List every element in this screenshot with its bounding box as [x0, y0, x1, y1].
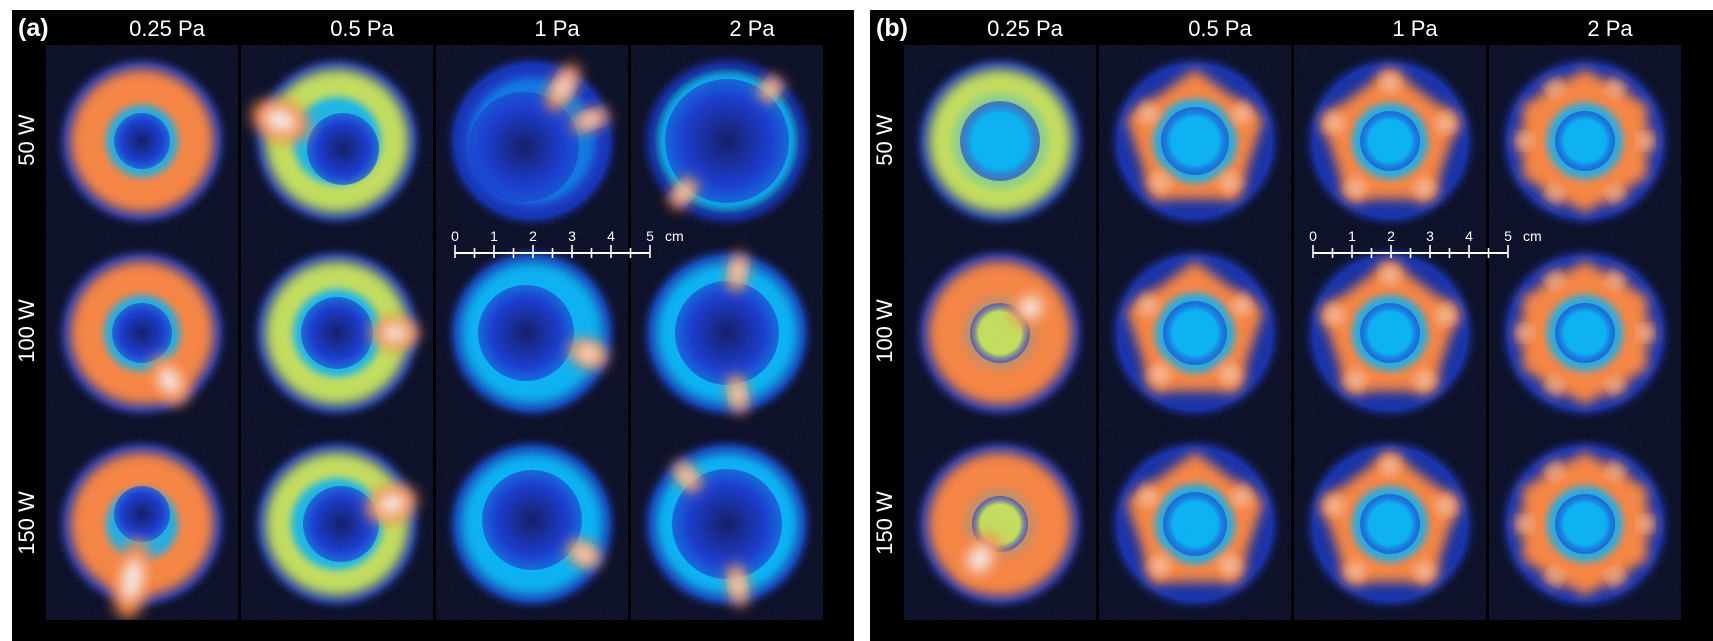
panel-b-row-label-1: 50 W — [872, 114, 897, 166]
panel-b: (b) 0.25 Pa 0.5 Pa 1 Pa 2 Pa 50 W 100 W … — [870, 10, 1713, 641]
panel-a-image-r2-c2 — [241, 237, 433, 429]
panel-a-letter: (a) — [18, 14, 49, 42]
panel-a-image-r3-c3 — [436, 428, 628, 620]
panel-b-row-label-2: 100 W — [872, 299, 897, 363]
panel-b-col-label-3: 1 Pa — [1392, 16, 1438, 41]
panel-a-row-label-1: 50 W — [14, 114, 39, 166]
panel-a-row-label-3: 150 W — [14, 491, 39, 555]
panel-b-image-r2-c1 — [904, 237, 1096, 429]
panel-b-image-r1-c3 — [1294, 45, 1486, 237]
scale-tick-label-5: 5 — [1504, 228, 1512, 244]
panel-b-col-label-1: 0.25 Pa — [987, 16, 1063, 41]
panel-b-image-r1-c1 — [904, 45, 1096, 237]
panel-a-col-label-3: 1 Pa — [534, 16, 580, 41]
panel-a-col-label-4: 2 Pa — [729, 16, 775, 41]
panel-b-image-r2-c4 — [1489, 237, 1681, 429]
panel-b-image-r2-c3 — [1294, 237, 1486, 429]
panel-a-image-r3-c1 — [46, 428, 238, 620]
panel-b-image-r3-c2 — [1099, 428, 1291, 620]
panel-b-image-r1-c4 — [1489, 45, 1681, 237]
scale-tick-label-0: 0 — [451, 228, 459, 244]
panel-b-col-label-4: 2 Pa — [1587, 16, 1633, 41]
panel-b-scale-bar: 0 1 2 3 4 5 cm — [1305, 225, 1542, 265]
scale-tick-label-2: 2 — [529, 228, 537, 244]
scale-unit-label: cm — [1523, 228, 1542, 244]
scale-tick-label-0: 0 — [1309, 228, 1317, 244]
scale-tick-label-4: 4 — [607, 228, 615, 244]
panel-b-image-r3-c3 — [1294, 428, 1486, 620]
panel-a-image-r1-c4 — [631, 45, 823, 237]
panel-a-scale-bar: 0 1 2 3 4 5 cm — [447, 225, 684, 265]
scale-tick-label-4: 4 — [1465, 228, 1473, 244]
panel-b-col-label-2: 0.5 Pa — [1188, 16, 1252, 41]
panel-a-image-r3-c2 — [241, 428, 433, 620]
panel-a-image-r1-c2 — [241, 45, 433, 237]
panel-b-image-r2-c2 — [1099, 237, 1291, 429]
panel-a-image-r1-c1 — [46, 45, 238, 237]
scale-tick-label-5: 5 — [646, 228, 654, 244]
panel-b-image-r1-c2 — [1099, 45, 1291, 237]
scale-tick-label-3: 3 — [1426, 228, 1434, 244]
scale-tick-label-2: 2 — [1387, 228, 1395, 244]
scale-tick-label-3: 3 — [568, 228, 576, 244]
panel-a-image-r2-c1 — [46, 237, 238, 429]
panel-a-image-r1-c3 — [436, 45, 628, 237]
panel-a-row-label-2: 100 W — [14, 299, 39, 363]
panel-a: (a) 0.25 Pa 0.5 Pa 1 Pa 2 Pa 50 W 100 W … — [12, 10, 854, 641]
panel-b-row-label-3: 150 W — [872, 491, 897, 555]
panel-a-col-label-1: 0.25 Pa — [129, 16, 205, 41]
panel-b-image-r3-c1 — [904, 428, 1096, 620]
panel-a-image-r2-c3 — [436, 237, 628, 429]
scale-tick-label-1: 1 — [490, 228, 498, 244]
panel-a-image-r2-c4 — [631, 237, 823, 429]
panel-a-image-r3-c4 — [631, 428, 823, 620]
panel-b-letter: (b) — [876, 14, 908, 42]
panel-b-image-r3-c4 — [1489, 428, 1681, 620]
scale-unit-label: cm — [665, 228, 684, 244]
scale-tick-label-1: 1 — [1348, 228, 1356, 244]
panel-a-col-label-2: 0.5 Pa — [330, 16, 394, 41]
